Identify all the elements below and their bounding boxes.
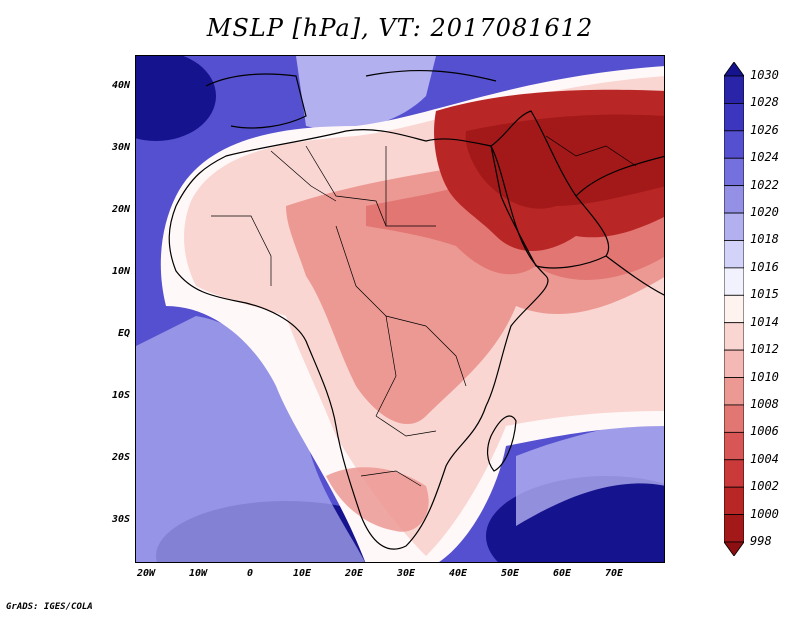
border-libya [305, 145, 387, 227]
border-chad-car [335, 225, 427, 327]
lon-label-10e: 10E [292, 568, 312, 579]
colorbar-segment [723, 486, 745, 515]
lon-label-0: 0 [246, 568, 254, 579]
lon-label-70e: 70E [604, 568, 624, 579]
lon-label-60e: 60E [552, 568, 572, 579]
colorbar-level-label: 1010 [750, 369, 779, 384]
lon-label-50e: 50E [500, 568, 520, 579]
lon-label-20w: 20W [136, 568, 156, 579]
colorbar-level-label: 1026 [750, 122, 779, 137]
colorbar-level-label: 1028 [750, 95, 779, 110]
colorbar [723, 61, 745, 557]
colorbar-level-label: 1000 [750, 506, 779, 521]
coastline-india [605, 255, 664, 296]
colorbar-segment [723, 130, 745, 159]
pressure-1008-southern-africa [326, 467, 429, 532]
colorbar-segment [723, 349, 745, 378]
coastline-persian-gulf [575, 155, 664, 197]
colorbar-segment [723, 459, 745, 488]
lat-label-30s: 30S [111, 514, 130, 525]
high-pressure-northwest [136, 56, 216, 141]
border-east-africa [425, 325, 467, 387]
colorbar-segment [723, 185, 745, 214]
lat-label-30n: 30N [111, 142, 130, 153]
border-southern-africa [360, 470, 422, 487]
pale-blue-zone-mediterranean [296, 56, 436, 130]
lon-label-10w: 10W [188, 568, 208, 579]
colorbar-level-label: 1006 [750, 424, 779, 439]
pressure-998-core [465, 114, 664, 209]
colorbar-level-label: 1030 [750, 68, 779, 82]
colorbar-bottom-arrow [723, 541, 745, 557]
border-drc [375, 315, 397, 417]
lat-label-eq: EQ [117, 328, 130, 339]
colorbar-segment [723, 514, 745, 543]
colorbar-level-label: 1016 [750, 259, 779, 274]
map-canvas [136, 56, 664, 562]
colorbar-segment [723, 431, 745, 461]
lon-label-30e: 30E [396, 568, 416, 579]
colorbar-segment [723, 322, 745, 351]
colorbar-segment [723, 294, 745, 324]
colorbar-svg [723, 61, 745, 557]
colorbar-level-label: 1012 [750, 342, 779, 357]
coastline-africa [168, 129, 549, 550]
colorbar-segment [723, 267, 745, 296]
colorbar-level-label: 1015 [750, 287, 779, 302]
lon-label-40e: 40E [448, 568, 468, 579]
border-west-africa [211, 215, 272, 286]
lat-label-20n: 20N [111, 204, 130, 215]
colorbar-segment [723, 240, 745, 269]
border-middle-east [545, 135, 637, 167]
colorbar-level-label: 1018 [750, 232, 779, 247]
colorbar-segment [723, 157, 745, 187]
colorbar-level-label: 1004 [750, 451, 779, 466]
colorbar-level-label: 998 [750, 534, 772, 548]
colorbar-segment [723, 103, 745, 132]
border-angola-zambia [375, 415, 437, 437]
chart-title: MSLP [hPa], VT: 2017081612 [206, 14, 594, 42]
lat-label-10s: 10S [111, 390, 130, 401]
lat-label-40n: 40N [111, 80, 130, 91]
lon-label-20e: 20E [344, 568, 364, 579]
colorbar-segment [723, 212, 745, 241]
colorbar-level-label: 1002 [750, 479, 779, 494]
pressure-map [135, 55, 665, 563]
lat-label-20s: 20S [111, 452, 130, 463]
colorbar-level-label: 1024 [750, 150, 779, 165]
border-algeria [270, 150, 337, 202]
colorbar-top-arrow [723, 61, 745, 77]
credit-text: GrADS: IGES/COLA [6, 602, 93, 612]
colorbar-segment [723, 377, 745, 406]
country-borders [211, 135, 637, 487]
lat-label-10n: 10N [111, 266, 130, 277]
colorbar-segment [723, 404, 745, 433]
colorbar-level-label: 1014 [750, 314, 779, 329]
coastline-iberia [205, 73, 307, 129]
colorbar-segment [723, 75, 745, 104]
coastlines [168, 69, 664, 550]
colorbar-level-label: 1008 [750, 396, 779, 411]
pale-blue-zone-indian [516, 416, 664, 526]
coastline-arabia [490, 110, 610, 269]
colorbar-level-label: 1020 [750, 205, 779, 220]
pale-blue-zone-atlantic [136, 316, 365, 562]
colorbar-level-label: 1022 [750, 177, 779, 192]
border-egypt-sudan [385, 146, 436, 227]
coastline-europe [365, 69, 497, 82]
coastline-madagascar [487, 415, 517, 472]
